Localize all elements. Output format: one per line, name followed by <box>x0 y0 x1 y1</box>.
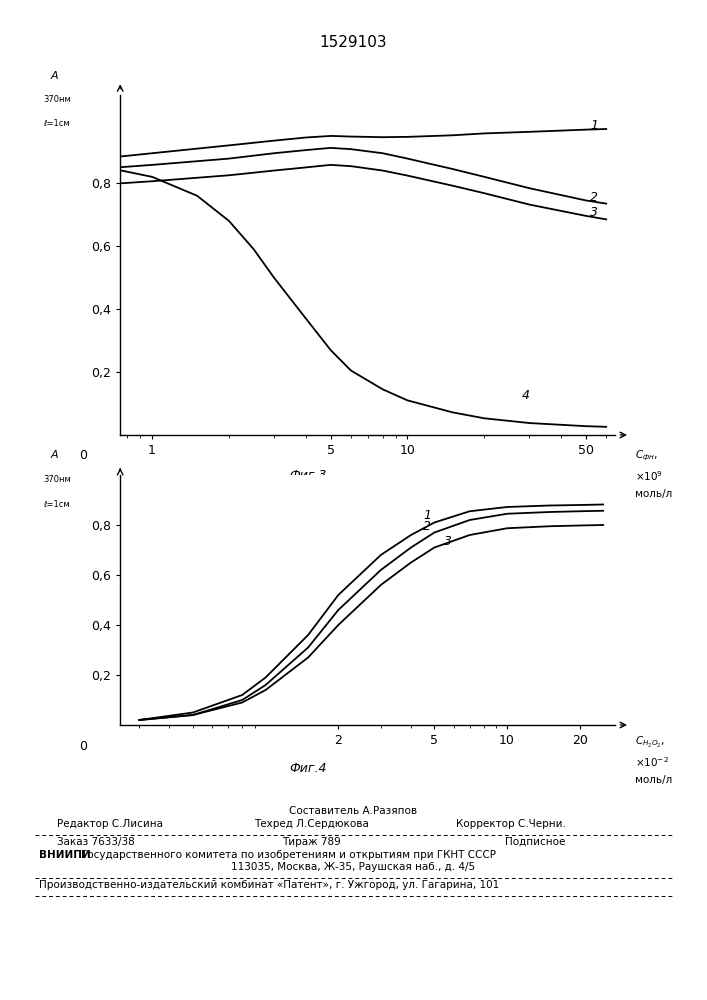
Text: 4: 4 <box>522 389 530 402</box>
Text: Составитель А.Разяпов: Составитель А.Разяпов <box>289 806 418 816</box>
Text: Заказ 7633/38: Заказ 7633/38 <box>57 837 134 847</box>
Text: A: A <box>51 450 59 460</box>
Text: 370нм: 370нм <box>44 95 71 104</box>
Text: моль/л: моль/л <box>635 775 672 785</box>
Text: 113035, Москва, Ж-35, Раушская наб., д. 4/5: 113035, Москва, Ж-35, Раушская наб., д. … <box>231 862 476 872</box>
Text: A: A <box>51 71 59 81</box>
Text: $C_{H_2O_2},$: $C_{H_2O_2},$ <box>635 735 665 750</box>
Text: $\times 10^{-2}$: $\times 10^{-2}$ <box>635 755 669 769</box>
Text: 1: 1 <box>590 119 598 132</box>
Text: 1: 1 <box>423 509 431 522</box>
Text: Корректор С.Черни.: Корректор С.Черни. <box>456 819 566 829</box>
Text: Государственного комитета по изобретениям и открытиям при ГКНТ СССР: Государственного комитета по изобретения… <box>81 850 496 860</box>
Text: 2: 2 <box>423 520 431 534</box>
Text: Производственно-издательский комбинат «Патент», г. Ужгород, ул. Гагарина, 101: Производственно-издательский комбинат «П… <box>39 880 499 890</box>
Text: Техред Л.Сердюкова: Техред Л.Сердюкова <box>254 819 368 829</box>
Text: 370нм: 370нм <box>44 475 71 484</box>
Text: $C_{фн},$: $C_{фн},$ <box>635 449 658 463</box>
Text: Фиг.4: Фиг.4 <box>289 762 327 776</box>
Text: ℓ=1см: ℓ=1см <box>44 500 70 509</box>
Text: 0: 0 <box>79 740 87 753</box>
Text: Тираж 789: Тираж 789 <box>281 837 341 847</box>
Text: Подписное: Подписное <box>506 837 566 847</box>
Text: $\times 10^9$: $\times 10^9$ <box>635 469 663 483</box>
Text: 3: 3 <box>445 535 452 548</box>
Text: ВНИИПИ: ВНИИПИ <box>39 850 90 860</box>
Text: 0: 0 <box>79 449 87 462</box>
Text: моль/л: моль/л <box>635 489 672 499</box>
Text: 2: 2 <box>590 191 598 204</box>
Text: 3: 3 <box>590 206 598 219</box>
Text: ℓ=1см: ℓ=1см <box>44 119 70 128</box>
Text: Редактор С.Лисина: Редактор С.Лисина <box>57 819 163 829</box>
Text: Фиг.3: Фиг.3 <box>289 469 327 482</box>
Text: 1529103: 1529103 <box>320 35 387 50</box>
